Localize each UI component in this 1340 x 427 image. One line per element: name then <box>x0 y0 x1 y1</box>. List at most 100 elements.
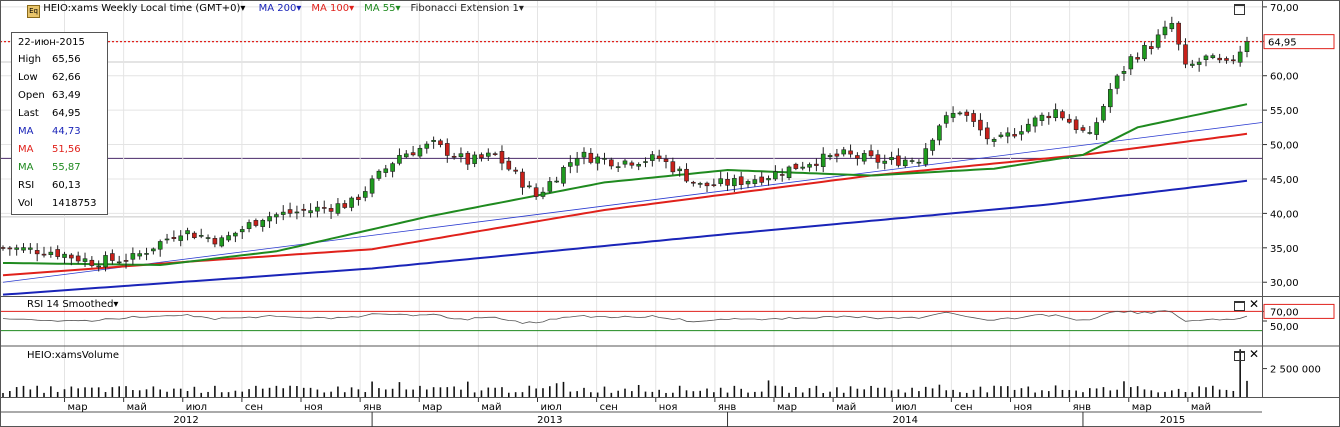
candle <box>1176 21 1181 51</box>
indicator-dropdown-icon[interactable]: ▾ <box>296 3 302 14</box>
ma100-line <box>2 132 1248 277</box>
candle-body <box>164 238 170 241</box>
candle <box>855 152 860 166</box>
candle <box>1203 54 1209 67</box>
price-tick-label: 40,00 <box>1270 209 1299 220</box>
candle <box>376 169 382 181</box>
indicator-legend-1[interactable]: MA 100 <box>311 3 350 14</box>
candle-body <box>984 127 990 140</box>
candle <box>718 171 723 187</box>
candle-body <box>697 183 703 185</box>
candle-body <box>1039 114 1045 121</box>
candle <box>978 113 983 136</box>
candle <box>554 176 559 183</box>
candle <box>677 166 682 177</box>
candle-body <box>362 191 368 198</box>
info-label: MA <box>18 126 34 137</box>
candle-body <box>1224 58 1229 61</box>
candle <box>274 212 279 224</box>
candle-body <box>431 139 436 142</box>
indicator-dropdown-icon[interactable]: ▾ <box>395 3 401 14</box>
candle <box>1005 127 1011 144</box>
candle <box>34 243 40 262</box>
rsi-close-icon[interactable]: ✕ <box>1249 297 1260 311</box>
candle-body <box>1121 71 1127 74</box>
info-value: 1418753 <box>52 198 97 209</box>
candle-body <box>465 152 471 165</box>
volume-close-icon[interactable]: ✕ <box>1249 347 1260 361</box>
candle <box>328 204 334 219</box>
indicator-dropdown-icon[interactable]: ▾ <box>349 3 355 14</box>
candle <box>971 109 976 128</box>
candle-body <box>492 153 498 155</box>
candle <box>349 196 354 212</box>
candle-body <box>595 156 600 164</box>
candle-body <box>964 111 970 116</box>
candle <box>930 138 935 156</box>
info-value: 60,13 <box>52 180 81 191</box>
indicator-legend-3[interactable]: Fibonacci Extension 1 <box>410 3 519 14</box>
candle-body <box>342 203 348 208</box>
candle <box>506 156 512 172</box>
indicator-legend-2[interactable]: MA 55 <box>364 3 396 14</box>
candle <box>1210 53 1216 60</box>
symbol-dropdown-icon[interactable]: ▾ <box>240 3 246 14</box>
candle-body <box>1012 134 1017 137</box>
candle-body <box>807 164 812 168</box>
candle <box>294 205 300 220</box>
candle-body <box>390 163 395 172</box>
candle-body <box>438 140 443 145</box>
ma55-line <box>3 103 1248 267</box>
candle-body <box>527 185 532 188</box>
candle-body <box>513 169 518 172</box>
candle <box>643 157 648 168</box>
candle-body <box>684 168 689 182</box>
rsi-dropdown-icon[interactable]: ▾ <box>113 299 119 310</box>
candle-body <box>1237 51 1243 63</box>
candle <box>1196 57 1202 72</box>
rsi-panel-title[interactable]: RSI 14 Smoothed▾ <box>27 299 118 310</box>
rsi-tick-label: 50,00 <box>1270 322 1299 333</box>
fibonacci-extension-line <box>2 122 1263 283</box>
candle <box>1169 16 1175 32</box>
candle-body <box>848 150 853 155</box>
main-maximize-icon[interactable] <box>1234 4 1245 15</box>
candle-body <box>233 232 238 237</box>
candle-body <box>417 147 423 157</box>
candle-body <box>841 149 847 155</box>
info-label: Open <box>18 90 45 101</box>
candle <box>1032 115 1038 133</box>
candle <box>198 228 204 239</box>
candle <box>417 144 423 159</box>
candle <box>684 163 689 183</box>
candle-body <box>1149 46 1154 50</box>
candle <box>1060 109 1065 121</box>
info-label: Low <box>18 72 38 83</box>
candle <box>595 153 600 171</box>
info-row-high: High 65,56 <box>18 51 105 68</box>
symbol-icon[interactable]: Eq <box>27 5 40 18</box>
candle-body <box>315 206 320 212</box>
candle <box>800 161 806 171</box>
candle-body <box>602 158 607 160</box>
candle <box>75 251 81 264</box>
symbol-label[interactable]: HEIO:xams Weekly Local time (GMT+0) <box>43 3 241 14</box>
rsi-maximize-icon[interactable] <box>1234 301 1245 311</box>
candle-body <box>766 178 771 181</box>
volume-maximize-icon[interactable] <box>1234 351 1245 361</box>
candle-body <box>636 164 641 167</box>
info-row-vol: Vol 1418753 <box>18 195 105 212</box>
candle-body <box>1203 55 1209 60</box>
indicator-legend-0[interactable]: MA 200 <box>258 3 297 14</box>
month-tick-label: май <box>127 402 147 413</box>
candle-body <box>144 253 149 255</box>
candle <box>1237 45 1243 67</box>
candle-body <box>1210 55 1216 59</box>
candle-body <box>711 184 717 186</box>
candle-body <box>21 247 26 251</box>
candle <box>745 179 751 189</box>
indicator-dropdown-icon[interactable]: ▾ <box>518 3 524 14</box>
info-value: 55,87 <box>52 162 81 173</box>
candle-body <box>1046 115 1052 119</box>
candle-body <box>178 235 184 241</box>
